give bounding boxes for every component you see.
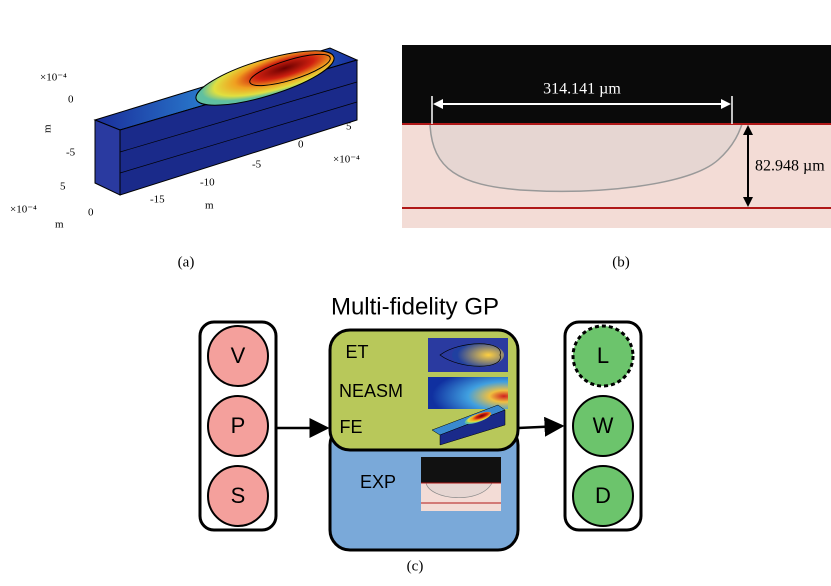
input-label: P [231,413,246,438]
tick-label: 0 [68,94,74,106]
figure: ×10⁻⁴ 0 -5 m 5 0 ×10⁻⁴ m -15 -10 -5 0 5 … [0,0,831,581]
depth-label: 82.948 µm [755,158,825,175]
tick-label: -15 [150,194,165,206]
tick-label: -10 [200,177,215,189]
output-label: L [597,343,609,368]
axis-label: m [55,219,64,231]
caption: (b) [612,254,630,270]
exp-thumb-top [421,457,501,483]
tick-label: 5 [60,181,66,193]
panel-b: 314.141 µm 82.948 µm [402,45,831,228]
axis-exponent: ×10⁻⁴ [40,72,67,84]
model-label: FE [339,417,362,437]
caption: (c) [407,558,424,574]
tick-label: 0 [298,139,304,151]
caption: (a) [178,254,195,270]
panel-a: ×10⁻⁴ 0 -5 m 5 0 ×10⁻⁴ m -15 -10 -5 0 5 … [10,40,360,271]
tick-label: -5 [66,147,76,159]
model-label: ET [345,342,368,362]
tick-label: 5 [346,121,352,133]
tick-label: 0 [88,207,94,219]
model-label: NEASM [339,381,403,401]
axis-label: m [205,200,214,212]
diagram-title: Multi-fidelity GP [331,293,499,320]
tick-label: -5 [252,159,262,171]
neasm-thumb [428,377,508,409]
output-label: D [595,483,611,508]
input-label: V [231,343,246,368]
input-label: S [231,483,246,508]
output-label: W [593,413,614,438]
axis-exponent: ×10⁻⁴ [10,204,37,216]
model-label: EXP [360,472,396,492]
box-end [95,120,120,195]
arrow [518,426,562,428]
width-label: 314.141 µm [543,81,621,98]
axis-label: m [42,124,54,133]
axis-exponent: ×10⁻⁴ [333,154,360,166]
panel-c: Multi-fidelity GP ET NEASM FE EXP V P S … [200,293,641,574]
